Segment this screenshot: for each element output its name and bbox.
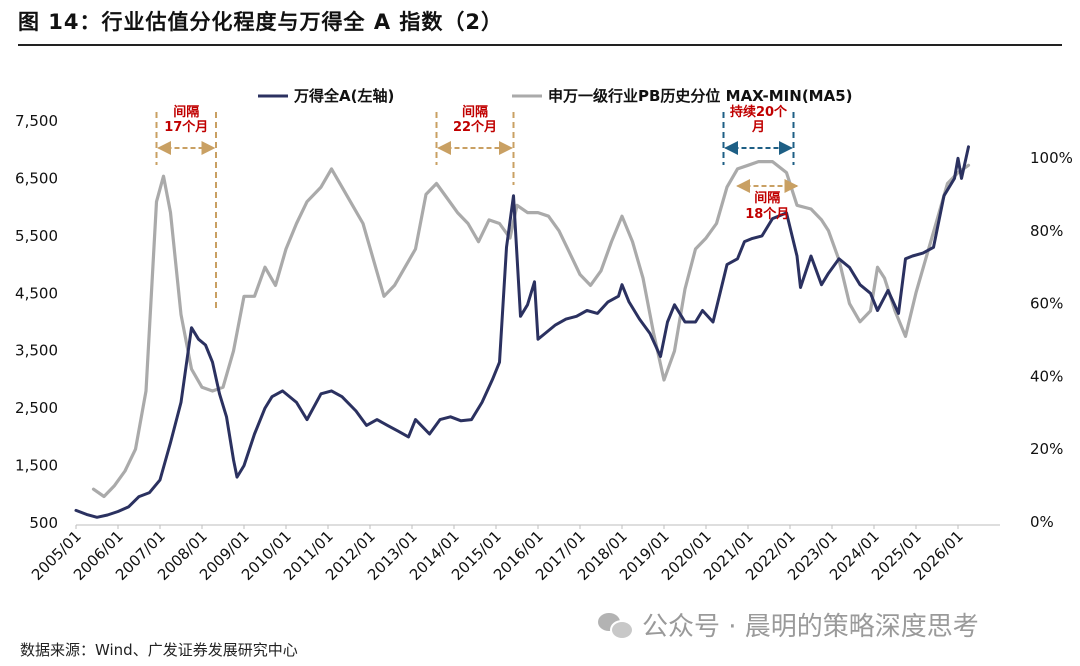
y-right-tick-label: 60% [1030,295,1063,313]
series-line-wind-a [74,145,970,519]
series-line-pb-percentile [91,160,971,499]
y-left-tick-label: 4,500 [15,284,58,302]
annotation-label: 间隔 [462,104,488,120]
annotation-label: 间隔 [754,190,780,206]
annotation-label: 17个月 [164,119,208,135]
legend-label-pb: 申万一级行业PB历史分位 MAX-MIN(MA5) [548,87,853,105]
y-right-tick-label: 40% [1030,367,1063,385]
annotation-label: 间隔 [173,104,199,120]
watermark: 公众号 · 晨明的策略深度思考 [598,606,979,643]
axes-group: 500 1,500 2,500 3,500 4,500 5,500 6,500 7,500 0%… [15,112,1073,584]
figure-title: 图 14：行业估值分化程度与万得全 A 指数（2） [18,10,504,34]
y-left-tick-label: 3,500 [15,342,58,360]
y-right-tick-label: 80% [1030,222,1063,240]
y-right-tick-label: 20% [1030,440,1063,458]
y-right-tick-label: 100% [1030,149,1073,167]
y-left-tick-label: 500 [29,514,58,532]
annotation-label: 持续20个 [730,104,788,120]
y-left-tick-label: 1,500 [15,457,58,475]
title-divider [18,44,1062,46]
y-left-tick-label: 6,500 [15,169,58,187]
source-note: 数据来源：Wind、广发证券发展研究中心 [20,641,298,659]
annotation-label: 18个月 [745,206,789,222]
y-left-tick-label: 2,500 [15,399,58,417]
y-left-tick-label: 5,500 [15,227,58,245]
line-chart: 500 1,500 2,500 3,500 4,500 5,500 6,500 7,500 0%… [15,87,1073,584]
annotation-label: 月 [751,120,765,135]
y-left-tick-label: 7,500 [15,112,58,130]
legend-label-wind: 万得全A(左轴) [293,87,394,105]
y-right-tick-label: 0% [1030,513,1054,531]
wechat-icon [598,611,634,640]
watermark-text: 公众号 · 晨明的策略深度思考 [642,612,979,642]
legend: 万得全A(左轴) 申万一级行业PB历史分位 MAX-MIN(MA5) [258,87,853,105]
annotation-label: 22个月 [453,119,497,135]
series-lines [74,145,971,519]
